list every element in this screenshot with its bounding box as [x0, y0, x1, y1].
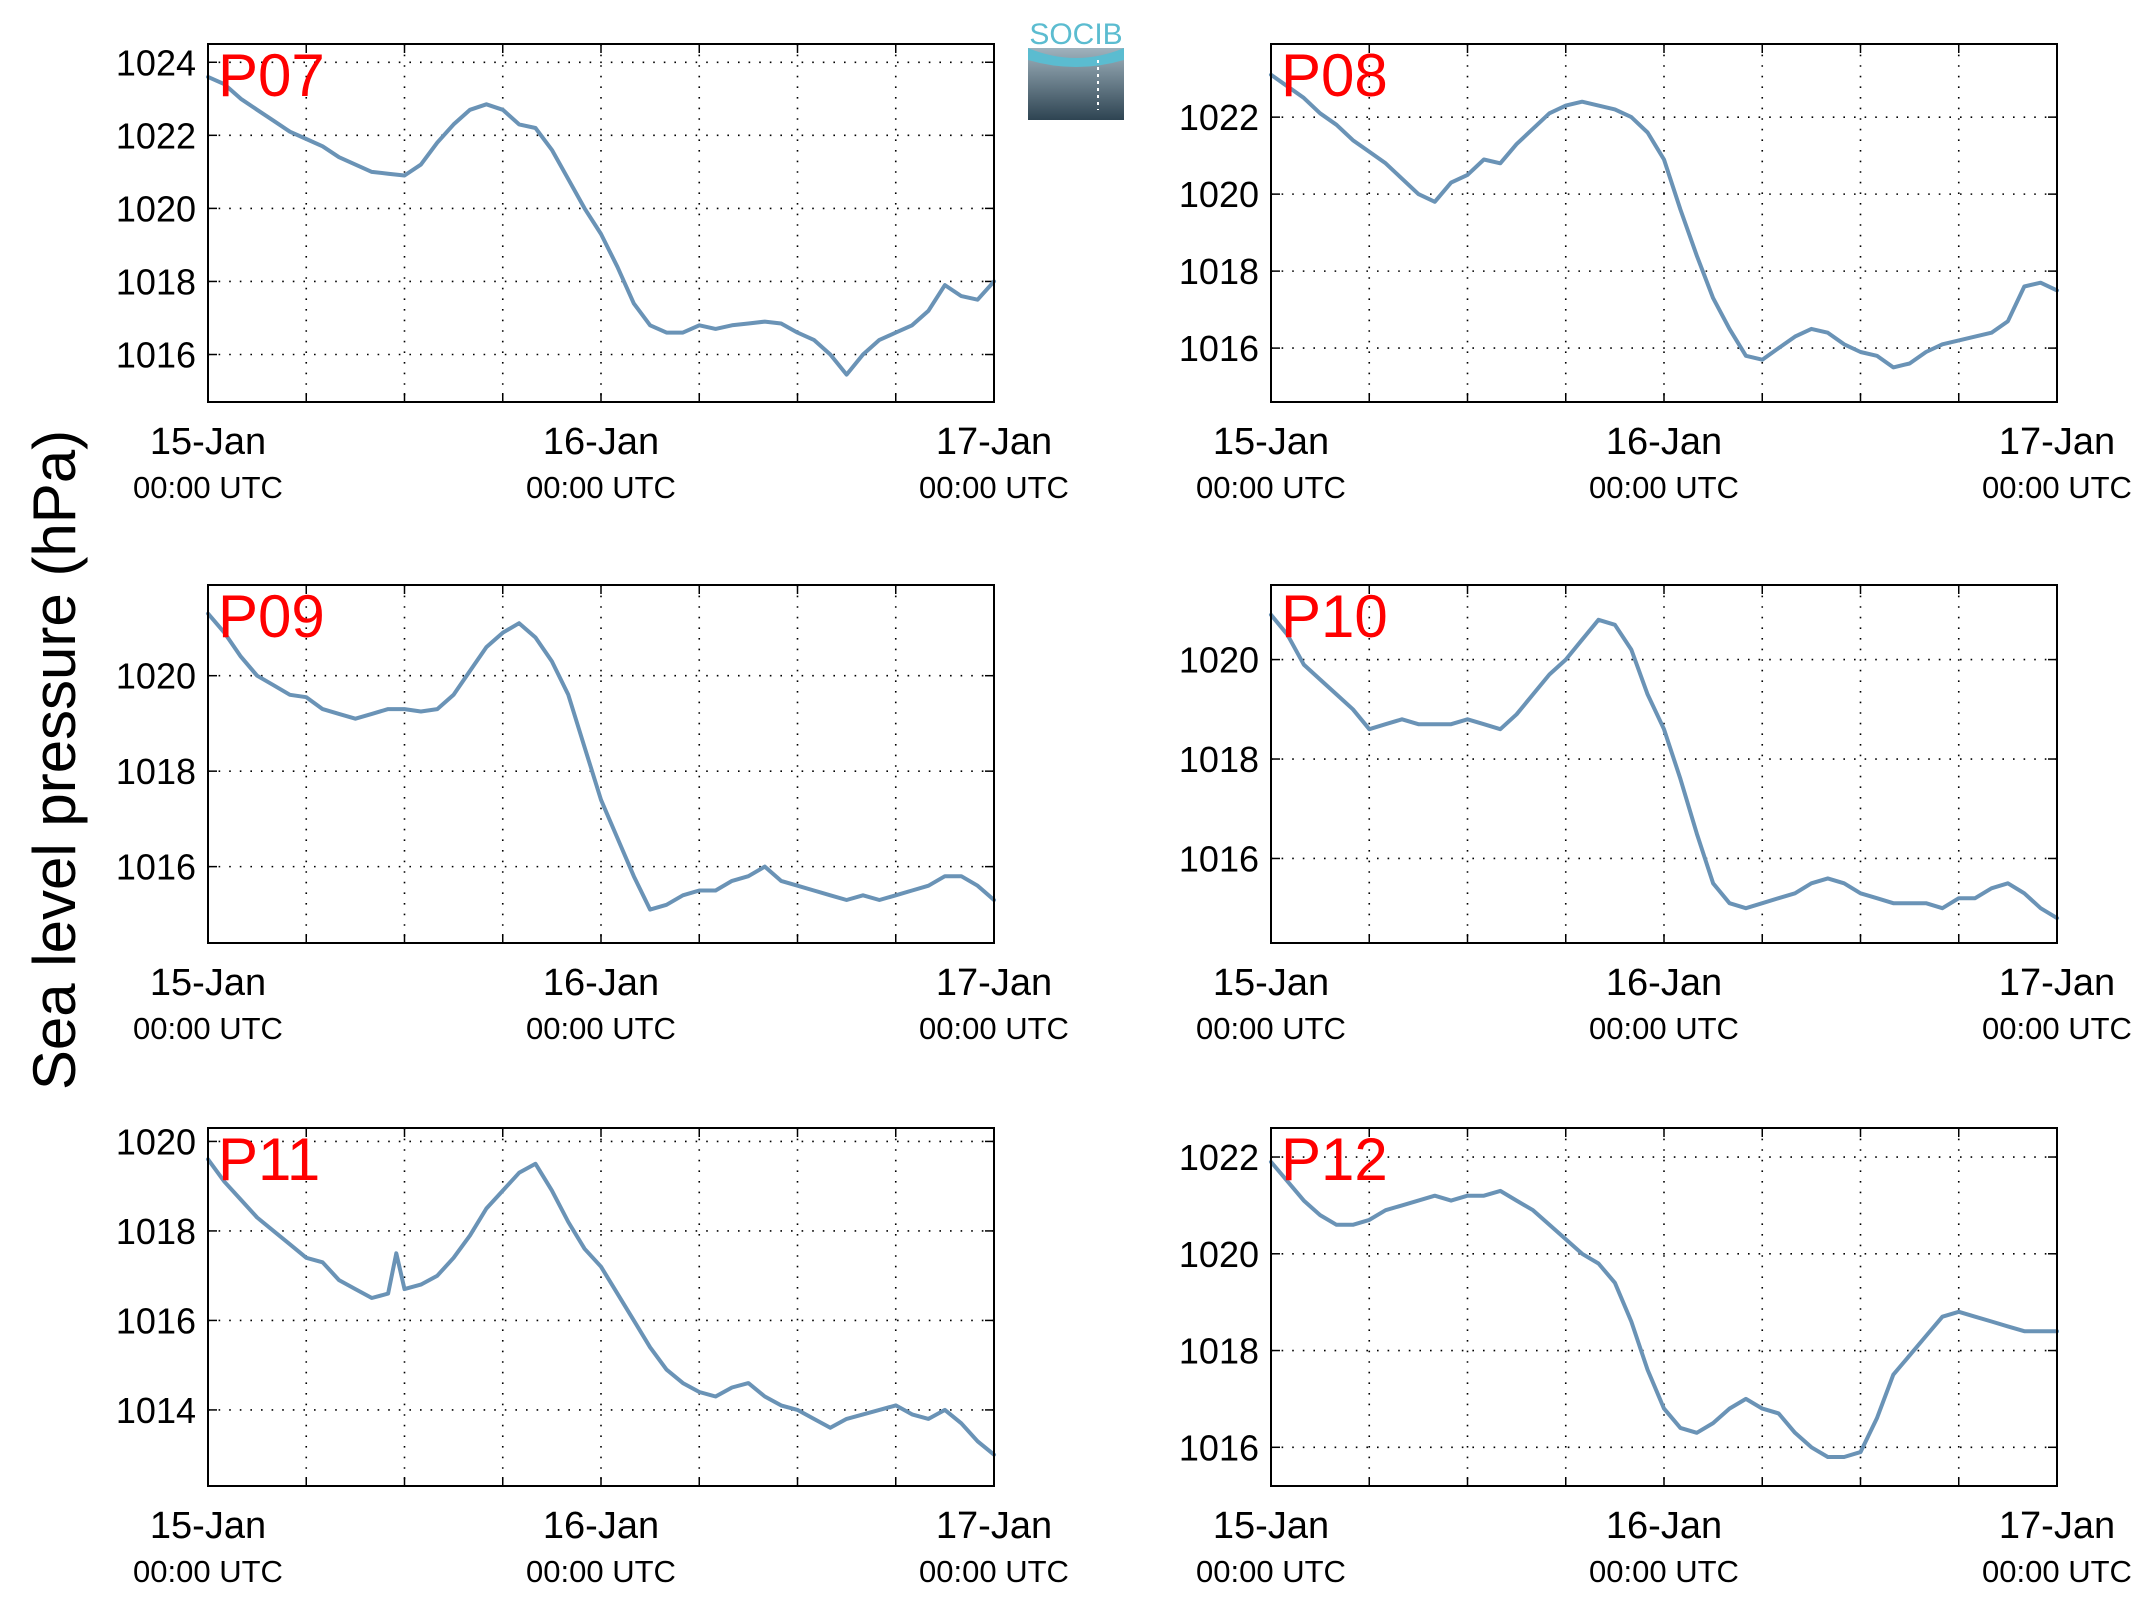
x-tick-label-time: 00:00 UTC	[1982, 470, 2132, 505]
series-line-p12	[1269, 1159, 2059, 1459]
x-tick-label-time: 00:00 UTC	[1196, 1554, 1346, 1589]
series-line-p08	[1269, 72, 2059, 370]
x-tick-label-time: 00:00 UTC	[526, 1011, 676, 1046]
panel-p07: 1016 1018 1020 1022 1024 15-Jan 00:00 UTC 16-Ja…	[116, 42, 1069, 505]
x-tick-label-time: 00:00 UTC	[1589, 470, 1739, 505]
y-tick-label: 1022	[1179, 1137, 1259, 1178]
panel-p08: 1016 1018 1020 1022 15-Jan 00:00 UTC 16-Jan 00:…	[1179, 42, 2132, 505]
panel-label: P09	[218, 583, 325, 650]
y-tick-label: 1020	[1179, 640, 1259, 681]
y-tick-label: 1016	[1179, 838, 1259, 879]
y-tick-label: 1016	[1179, 1427, 1259, 1468]
y-tick-label: 1020	[116, 188, 196, 229]
y-tick-label: 1018	[1179, 1331, 1259, 1372]
series-line-p07	[206, 74, 996, 377]
axes-frame	[1270, 1127, 2058, 1487]
x-tick-label-time: 00:00 UTC	[919, 470, 1069, 505]
x-tick-label-time: 00:00 UTC	[1589, 1011, 1739, 1046]
panel-label: P07	[218, 42, 325, 109]
y-tick-label: 1018	[116, 1211, 196, 1252]
x-tick-label-time: 00:00 UTC	[919, 1554, 1069, 1589]
y-tick-label: 1016	[116, 335, 196, 376]
axes-frame	[1270, 43, 2058, 403]
y-tick-label: 1018	[1179, 251, 1259, 292]
x-tick-label-time: 00:00 UTC	[1196, 1011, 1346, 1046]
series-line-p09	[206, 611, 996, 912]
x-tick-label-time: 00:00 UTC	[919, 1011, 1069, 1046]
x-tick-label-time: 00:00 UTC	[1982, 1554, 2132, 1589]
x-tick-label-date: 16-Jan	[1606, 962, 1722, 1004]
panel-label: P10	[1281, 583, 1388, 650]
x-tick-label-date: 15-Jan	[150, 1505, 266, 1547]
y-tick-label: 1020	[116, 1121, 196, 1162]
y-tick-label: 1018	[1179, 739, 1259, 780]
x-tick-label-time: 00:00 UTC	[1589, 1554, 1739, 1589]
panel-p12: 1016 1018 1020 1022 15-Jan 00:00 UTC 16-Jan 00:…	[1179, 1126, 2132, 1589]
x-tick-label-date: 16-Jan	[1606, 1505, 1722, 1547]
y-tick-label: 1016	[116, 847, 196, 888]
x-tick-label-date: 17-Jan	[936, 421, 1052, 463]
axes-frame	[207, 43, 995, 403]
x-tick-label-date: 16-Jan	[543, 421, 659, 463]
panel-p09: 1016 1018 1020 15-Jan 00:00 UTC 16-Jan 00:00 U…	[116, 583, 1069, 1046]
x-tick-label-time: 00:00 UTC	[1982, 1011, 2132, 1046]
x-tick-label-time: 00:00 UTC	[133, 470, 283, 505]
y-tick-label: 1018	[116, 261, 196, 302]
panel-label: P11	[218, 1126, 320, 1193]
x-tick-label-date: 15-Jan	[1213, 962, 1329, 1004]
x-tick-label-date: 17-Jan	[936, 962, 1052, 1004]
y-tick-label: 1020	[116, 656, 196, 697]
x-tick-label-date: 16-Jan	[543, 962, 659, 1004]
x-tick-label-time: 00:00 UTC	[1196, 470, 1346, 505]
axes-frame	[207, 1127, 995, 1487]
axes-frame	[207, 584, 995, 944]
y-tick-label: 1022	[1179, 97, 1259, 138]
y-axis-label: Sea level pressure (hPa)	[21, 430, 88, 1090]
panel-p10: 1016 1018 1020 15-Jan 00:00 UTC 16-Jan 00:00 U…	[1179, 583, 2132, 1046]
panel-label: P08	[1281, 42, 1388, 109]
x-tick-label-time: 00:00 UTC	[526, 1554, 676, 1589]
y-tick-label: 1018	[116, 751, 196, 792]
axes-frame	[1270, 584, 2058, 944]
x-tick-label-time: 00:00 UTC	[133, 1011, 283, 1046]
socib-logo: SOCIB	[1028, 18, 1124, 120]
series-line-p11	[206, 1157, 996, 1457]
x-tick-label-date: 15-Jan	[1213, 421, 1329, 463]
logo-wave	[1028, 48, 1124, 67]
y-tick-label: 1022	[116, 115, 196, 156]
x-tick-label-time: 00:00 UTC	[526, 470, 676, 505]
x-tick-label-date: 16-Jan	[1606, 421, 1722, 463]
y-tick-label: 1016	[1179, 328, 1259, 369]
x-tick-label-time: 00:00 UTC	[133, 1554, 283, 1589]
x-tick-label-date: 17-Jan	[1999, 1505, 2115, 1547]
y-tick-label: 1014	[116, 1390, 196, 1431]
y-tick-label: 1024	[116, 42, 196, 83]
x-tick-label-date: 17-Jan	[936, 1505, 1052, 1547]
y-tick-label: 1020	[1179, 1234, 1259, 1275]
logo-text: SOCIB	[1029, 18, 1122, 51]
x-tick-label-date: 17-Jan	[1999, 962, 2115, 1004]
y-tick-label: 1020	[1179, 174, 1259, 215]
y-tick-label: 1016	[116, 1300, 196, 1341]
x-tick-label-date: 15-Jan	[1213, 1505, 1329, 1547]
panel-p11: 1014 1016 1018 1020 15-Jan 00:00 UTC 16-Jan 00:…	[116, 1121, 1069, 1589]
x-tick-label-date: 16-Jan	[543, 1505, 659, 1547]
series-line-p10	[1269, 612, 2059, 921]
x-tick-label-date: 15-Jan	[150, 421, 266, 463]
x-tick-label-date: 15-Jan	[150, 962, 266, 1004]
x-tick-label-date: 17-Jan	[1999, 421, 2115, 463]
panel-label: P12	[1281, 1126, 1388, 1193]
